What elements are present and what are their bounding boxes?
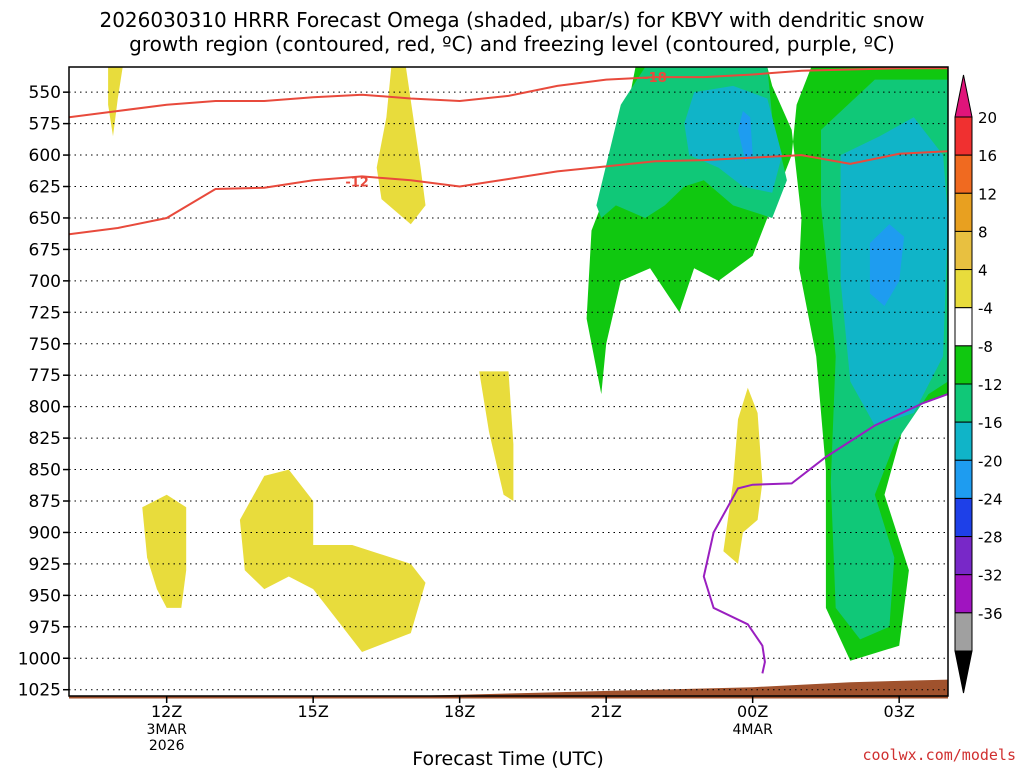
y-tick-label-600: 600 xyxy=(29,146,61,166)
y-tick-label-550: 550 xyxy=(29,83,61,103)
colorbar-bottom-arrow xyxy=(954,650,973,694)
colorbar-label-6: -8 xyxy=(978,338,993,356)
omega-region-6 xyxy=(869,224,905,306)
colorbar-swatch-2 xyxy=(954,192,973,232)
colorbar-swatch-9 xyxy=(954,459,973,499)
y-tick-label-925: 925 xyxy=(29,555,61,575)
credit-text: coolwx.com/models xyxy=(862,746,1016,764)
colorbar-label-7: -12 xyxy=(978,376,1003,394)
omega-region-12 xyxy=(239,469,426,652)
omega-fills xyxy=(108,67,948,661)
y-tick-label-675: 675 xyxy=(29,240,61,260)
colorbar-swatch-12 xyxy=(954,574,973,614)
colorbar-swatch-5 xyxy=(954,307,973,347)
freezing-level-line xyxy=(702,393,948,674)
y-tick-label-575: 575 xyxy=(29,115,61,135)
y-tick-label-750: 750 xyxy=(29,335,61,355)
y-tick-label-950: 950 xyxy=(29,586,61,606)
colorbar-label-13: -36 xyxy=(978,605,1003,623)
colorbar-swatch-11 xyxy=(954,536,973,576)
colorbar-label-0: 20 xyxy=(978,109,997,127)
omega-region-10 xyxy=(723,387,763,564)
x-tick-label-18Z: 18Z xyxy=(444,702,475,721)
omega-region-11 xyxy=(142,494,187,608)
omega-region-7 xyxy=(108,67,123,137)
colorbar-label-8: -16 xyxy=(978,414,1003,432)
y-axis: 550 575 600 625 650 675 700 725 750 775 800 825 850 8… xyxy=(18,83,69,701)
y-tick-label-1025: 1025 xyxy=(18,681,61,701)
y-tick-label-850: 850 xyxy=(29,461,61,481)
colorbar-swatch-6 xyxy=(954,345,973,385)
omega-region-8 xyxy=(376,67,426,225)
colorbar-label-11: -28 xyxy=(978,529,1003,547)
omega-region-9 xyxy=(479,371,514,501)
colorbar-top-arrow xyxy=(954,74,973,118)
terrain-fill xyxy=(69,679,948,699)
colorbar-label-5: -4 xyxy=(978,300,993,318)
y-tick-label-800: 800 xyxy=(29,398,61,418)
x-tick-sublabel: 3MAR xyxy=(147,722,188,738)
chart-title: 2026030310 HRRR Forecast Omega (shaded, … xyxy=(99,8,925,56)
colorbar-label-9: -20 xyxy=(978,452,1003,470)
colorbar-swatch-10 xyxy=(954,497,973,538)
colorbar-label-2: 12 xyxy=(978,185,997,203)
x-tick-label-21Z: 21Z xyxy=(591,702,622,721)
contour-label-1: -12 xyxy=(345,175,369,190)
x-tick-label-03Z: 03Z xyxy=(884,702,915,721)
y-tick-label-700: 700 xyxy=(29,272,61,292)
terrain-layer xyxy=(69,679,948,699)
y-tick-label-900: 900 xyxy=(29,523,61,543)
x-axis-label: Forecast Time (UTC) xyxy=(412,748,603,768)
contour-lines: -18 -12 xyxy=(69,67,948,674)
x-tick-sublabel: 4MAR xyxy=(733,722,774,738)
y-tick-label-625: 625 xyxy=(29,178,61,198)
colorbar-swatch-8 xyxy=(954,421,973,461)
colorbar-label-1: 16 xyxy=(978,147,997,165)
colorbar-swatch-0 xyxy=(954,116,973,156)
y-tick-label-1000: 1000 xyxy=(18,649,61,669)
x-tick-label-15Z: 15Z xyxy=(298,702,329,721)
y-tick-label-650: 650 xyxy=(29,209,61,229)
x-tick-label-00Z: 00Z xyxy=(737,702,768,721)
contour-label-0: -18 xyxy=(643,71,667,86)
colorbar: 20 16 12 8 4 -4 -8 -12 -16 -20 -24 -28 -32 -36 xyxy=(954,74,1003,694)
colorbar-label-10: -24 xyxy=(978,490,1003,508)
y-tick-label-825: 825 xyxy=(29,429,61,449)
colorbar-swatch-7 xyxy=(954,383,973,423)
y-tick-label-775: 775 xyxy=(29,366,61,386)
omega-region-5 xyxy=(738,111,753,162)
colorbar-label-3: 8 xyxy=(978,223,988,241)
y-tick-label-975: 975 xyxy=(29,618,61,638)
colorbar-swatch-4 xyxy=(954,269,973,309)
omega-region-3 xyxy=(684,85,782,193)
plot-frame xyxy=(68,66,949,697)
y-tick-label-875: 875 xyxy=(29,492,61,512)
colorbar-swatch-1 xyxy=(954,154,973,194)
dgz-contour-0 xyxy=(69,67,948,119)
y-tick-label-725: 725 xyxy=(29,303,61,323)
colorbar-swatch-3 xyxy=(954,230,973,271)
colorbar-swatch-13 xyxy=(954,612,973,652)
x-tick-sublabel: 2026 xyxy=(149,738,185,754)
colorbar-label-12: -32 xyxy=(978,567,1003,585)
x-tick-label-12Z: 12Z xyxy=(151,702,182,721)
colorbar-label-4: 4 xyxy=(978,262,988,280)
dgz-contour-1 xyxy=(69,150,948,236)
